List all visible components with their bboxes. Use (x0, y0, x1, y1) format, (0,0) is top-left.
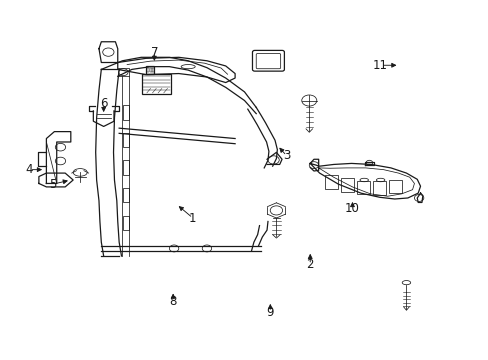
Bar (149, 68, 151, 72)
Bar (356, 181, 369, 194)
Bar (122, 216, 129, 230)
Bar (372, 181, 386, 194)
Bar (122, 132, 129, 147)
Bar (122, 188, 129, 202)
Bar (325, 175, 338, 189)
Text: 4: 4 (26, 163, 33, 176)
Text: 10: 10 (345, 202, 359, 215)
Text: 3: 3 (283, 149, 290, 162)
Text: 5: 5 (49, 177, 57, 191)
Text: 2: 2 (306, 258, 313, 271)
Bar (341, 178, 354, 192)
Bar (152, 68, 154, 72)
Bar (388, 180, 402, 193)
Text: 8: 8 (169, 295, 177, 308)
Text: 1: 1 (189, 212, 196, 225)
Bar (142, 73, 171, 94)
Bar (122, 105, 129, 120)
Bar (146, 68, 148, 72)
Text: 11: 11 (372, 59, 387, 72)
Bar (122, 160, 129, 175)
Bar (145, 66, 154, 73)
Text: 6: 6 (100, 98, 107, 111)
Text: 7: 7 (150, 46, 158, 59)
Text: 9: 9 (266, 306, 273, 319)
